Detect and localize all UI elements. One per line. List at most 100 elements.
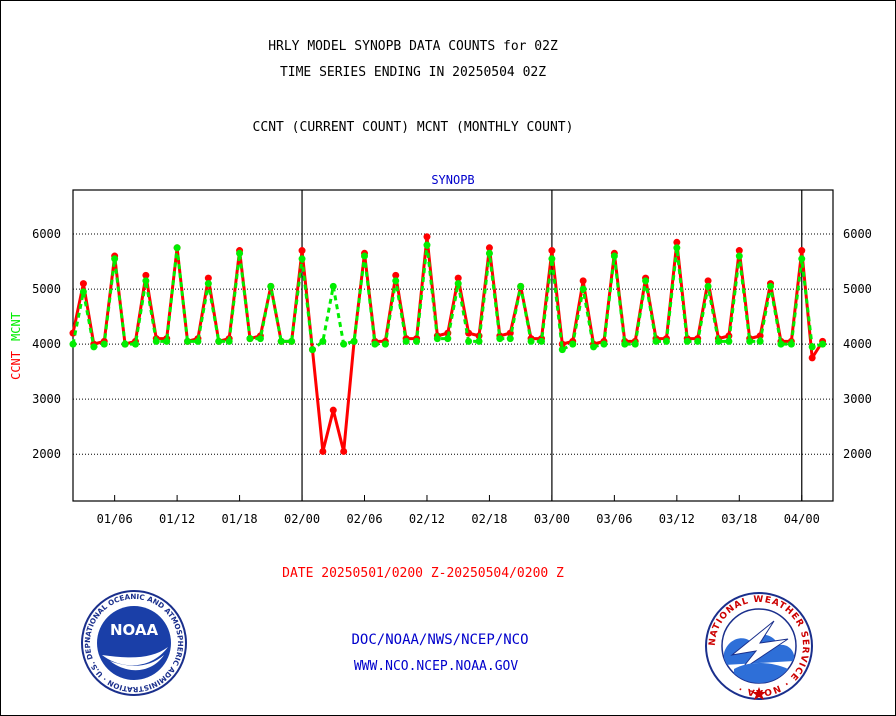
mcnt-data-point (569, 340, 577, 348)
mcnt-data-point (454, 280, 462, 288)
mcnt-data-point (79, 288, 87, 296)
mcnt-data-point (288, 337, 296, 345)
mcnt-data-point (465, 337, 473, 345)
mcnt-data-point (371, 340, 379, 348)
mcnt-data-point (361, 252, 369, 260)
ccnt-data-point (204, 274, 212, 282)
mcnt-data-point (673, 244, 681, 252)
mcnt-data-point (381, 340, 389, 348)
nws-logo: NATIONAL WEATHER SERVICE · NOAA · (705, 592, 813, 700)
mcnt-data-point (558, 346, 566, 354)
mcnt-data-point (350, 337, 358, 345)
mcnt-data-point (131, 340, 139, 348)
mcnt-data-point (142, 277, 150, 285)
y-tick-label-right: 5000 (843, 282, 872, 296)
website-link[interactable]: WWW.NCO.NCEP.NOAA.GOV (353, 659, 519, 674)
ccnt-data-point (548, 247, 556, 255)
chart-title-line1: HRLY MODEL SYNOPB DATA COUNTS for 02Z (268, 39, 558, 54)
mcnt-data-point (413, 337, 421, 345)
y-tick-label-left: 6000 (32, 227, 61, 241)
x-tick-label: 01/12 (159, 512, 195, 526)
mcnt-data-point (267, 282, 275, 290)
mcnt-data-point (746, 337, 754, 345)
mcnt-data-point (579, 285, 587, 293)
mcnt-data-point (444, 335, 452, 343)
ccnt-data-point (392, 271, 400, 279)
y-tick-label-right: 4000 (843, 337, 872, 351)
ccnt-data-point (485, 244, 493, 252)
x-tick-label: 03/06 (596, 512, 632, 526)
mcnt-data-point (308, 346, 316, 354)
mcnt-data-point (590, 343, 598, 351)
x-tick-label: 01/06 (97, 512, 133, 526)
mcnt-data-point (121, 340, 129, 348)
mcnt-data-point (298, 255, 306, 263)
mcnt-data-point (683, 337, 691, 345)
x-tick-label: 03/00 (534, 512, 570, 526)
mcnt-data-point (485, 249, 493, 257)
mcnt-data-point (694, 337, 702, 345)
date-range-label: DATE 20250501/0200 Z-20250504/0200 Z (282, 566, 564, 581)
mcnt-data-point (621, 340, 629, 348)
mcnt-data-point (194, 337, 202, 345)
ccnt-data-point (340, 447, 348, 455)
ccnt-data-point (808, 354, 816, 362)
x-tick-label: 01/18 (222, 512, 258, 526)
mcnt-data-point (475, 337, 483, 345)
mcnt-data-point (600, 340, 608, 348)
mcnt-data-point (256, 335, 264, 343)
y-tick-label-left: 5000 (32, 282, 61, 296)
mcnt-data-point (610, 252, 618, 260)
mcnt-data-point (184, 337, 192, 345)
mcnt-data-point (517, 282, 525, 290)
mcnt-data-point (215, 337, 223, 345)
mcnt-data-point (652, 337, 660, 345)
y-tick-label-left: 2000 (32, 447, 61, 461)
x-tick-label: 02/12 (409, 512, 445, 526)
y-axis-label: CCNT MCNT (9, 312, 23, 380)
x-tick-label: 04/00 (784, 512, 820, 526)
ccnt-data-point (454, 274, 462, 282)
x-tick-label: 02/06 (346, 512, 382, 526)
mcnt-data-point (433, 335, 441, 343)
mcnt-data-point (423, 241, 431, 249)
ccnt-data-point (798, 247, 806, 255)
mcnt-data-point (756, 337, 764, 345)
y-tick-label-left: 4000 (32, 337, 61, 351)
ccnt-data-point (79, 280, 87, 288)
y-tick-label-right: 6000 (843, 227, 872, 241)
mcnt-data-point (100, 340, 108, 348)
mcnt-data-point (204, 280, 212, 288)
mcnt-data-point (714, 337, 722, 345)
noaa-logo: NATIONAL OCEANIC AND ATMOSPHERIC ADMINIS… (80, 589, 187, 696)
plot-label: SYNOPB (431, 173, 474, 187)
chart-title-line2: TIME SERIES ENDING IN 20250504 02Z (279, 65, 547, 80)
x-tick-label: 02/00 (284, 512, 320, 526)
mcnt-data-point (631, 340, 639, 348)
ccnt-data-point (142, 271, 150, 279)
mcnt-data-point (787, 340, 795, 348)
mcnt-data-point (808, 343, 816, 351)
mcnt-data-point (704, 282, 712, 290)
ccnt-data-point (735, 247, 743, 255)
ccnt-data-point (704, 277, 712, 285)
mcnt-data-point (548, 255, 556, 263)
ccnt-data-point (673, 238, 681, 246)
y-axis-label-mcnt: MCNT (9, 312, 23, 341)
mcnt-data-point (819, 340, 827, 348)
mcnt-data-point (319, 337, 327, 345)
x-tick-label: 03/18 (721, 512, 757, 526)
mcnt-data-point (329, 282, 337, 290)
ccnt-data-point (423, 233, 431, 241)
y-tick-label-right: 2000 (843, 447, 872, 461)
org-path-link[interactable]: DOC/NOAA/NWS/NCEP/NCO (351, 632, 529, 648)
y-axis-label-ccnt: CCNT (9, 351, 23, 380)
ccnt-data-point (298, 247, 306, 255)
mcnt-data-point (152, 337, 160, 345)
mcnt-data-point (725, 337, 733, 345)
mcnt-data-point (392, 277, 400, 285)
mcnt-data-point (246, 335, 254, 343)
mcnt-data-point (798, 255, 806, 263)
ccnt-data-point (579, 277, 587, 285)
